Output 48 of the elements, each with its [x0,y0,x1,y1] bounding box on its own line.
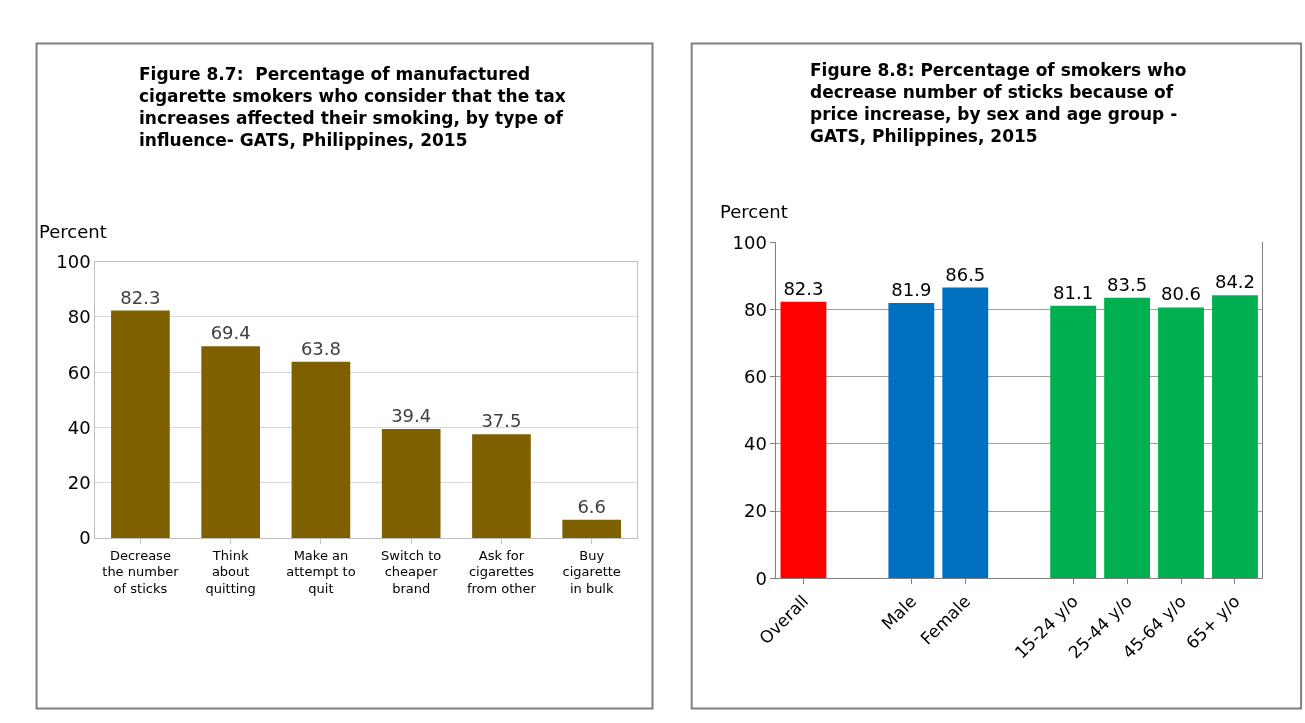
bar [1158,307,1204,579]
bar [381,429,441,538]
bar [888,303,935,579]
y-tick-label: 0 [755,567,767,589]
y-tick-label: 100 [732,231,767,253]
x-tick-label: Make an attempt to quit [286,547,356,597]
y-tick-label: 80 [67,306,91,328]
data-label: 80.6 [1160,283,1202,305]
data-label: 69.4 [210,322,251,344]
x-tick-label: Ask for cigarettes from other [466,547,537,597]
bar [1104,297,1150,579]
y-tick-label: 0 [79,527,91,549]
y-tick-label: 40 [67,416,91,438]
bar [472,434,531,538]
y-tick-label: 40 [743,433,767,455]
x-tick-label: Buy cigarette in bulk [562,547,621,597]
y-axis-title: Percent [39,221,107,242]
y-tick-label: 20 [67,471,91,493]
data-label: 86.5 [945,263,986,285]
data-label: 84.2 [1214,271,1255,293]
data-label: 81.1 [1053,281,1094,303]
bar [562,519,622,538]
bar [291,361,351,538]
bar [1050,305,1097,579]
data-label: 82.3 [783,277,824,299]
y-tick-label: 60 [67,361,91,383]
bar [1212,295,1258,579]
x-tick-label: Think about quitting [205,547,256,597]
bar [111,310,170,538]
data-label: 63.8 [300,337,341,359]
data-label: 6.6 [577,495,607,517]
x-tick-label: Switch to cheaper brand [381,547,442,597]
y-tick-label: 60 [743,365,767,387]
chart-title: Figure 8.8: Percentage of smokers who decrease number of sticks because of price increase, by sex and age group - GATS, Philippines, 2015 [810,60,1187,147]
x-tick-label: Decrease the number of sticks [102,547,180,597]
y-tick-label: 100 [56,251,91,273]
chart-title: Figure 8.7: Percentage of manufactured cigarette smokers who consider that the tax increases affected their smoking, by type of influence- GATS, Philippines, 2015 [139,64,566,151]
data-label: 37.5 [481,410,522,432]
y-axis-title: Percent [720,201,788,222]
y-tick-label: 80 [743,298,767,320]
bar [201,346,260,538]
bar [780,301,827,579]
data-label: 83.5 [1107,273,1148,295]
data-label: 81.9 [891,279,932,301]
y-tick-label: 20 [743,500,767,522]
data-label: 39.4 [391,405,432,427]
bar [942,287,989,579]
data-label: 82.3 [120,286,161,308]
